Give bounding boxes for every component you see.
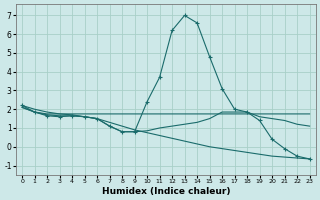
X-axis label: Humidex (Indice chaleur): Humidex (Indice chaleur) bbox=[101, 187, 230, 196]
